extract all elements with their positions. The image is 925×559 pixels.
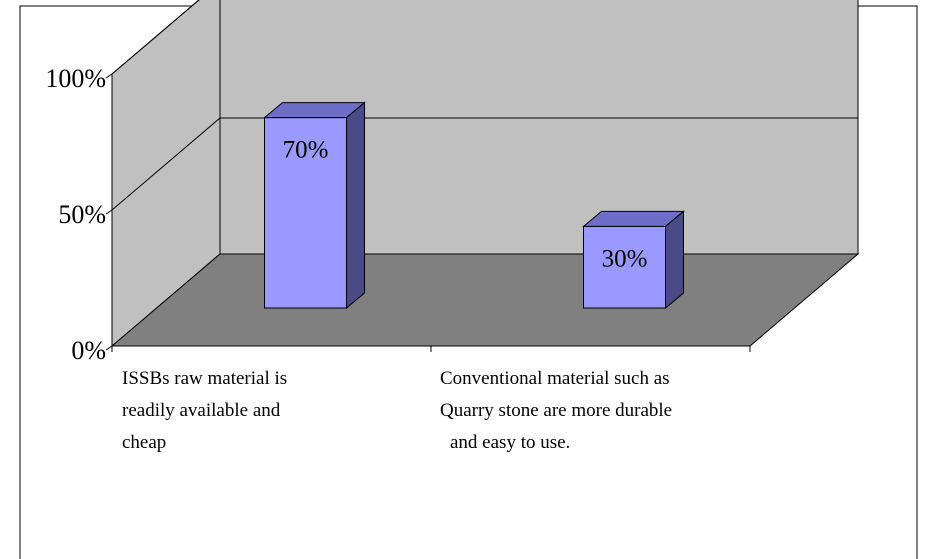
y-tick-label: 100%: [45, 64, 106, 93]
gridline-100: [111, 0, 200, 75]
bar-data-label: 30%: [602, 245, 648, 272]
bar-side: [665, 210, 684, 310]
x-category-label-line: ISSBs raw material is: [122, 368, 287, 389]
x-category-label-line: cheap: [122, 432, 166, 453]
y-tick-label: 50%: [58, 200, 106, 229]
bar-data-label: 70%: [283, 137, 329, 164]
y-tick-mark: [105, 73, 113, 79]
y-axis-ticks: 0% 50% 100%: [45, 64, 113, 365]
bar-0: 70%: [263, 101, 366, 310]
chart-walls: [110, 0, 860, 348]
y-tick-mark: [105, 345, 113, 351]
x-category-label: Conventional material such as Quarry ston…: [440, 368, 672, 453]
x-category-label: ISSBs raw material is readily available a…: [122, 368, 287, 453]
chart-bars: 70% 30%: [263, 101, 685, 310]
x-category-label-line: readily available and: [122, 400, 281, 421]
x-axis-ticks: ISSBs raw material is readily available a…: [111, 346, 751, 453]
floor: [110, 253, 860, 347]
bar-1: 30%: [582, 210, 685, 310]
bar-front: [583, 225, 666, 309]
x-category-label-line: and easy to use.: [450, 432, 570, 453]
x-category-label-line: Quarry stone are more durable: [440, 400, 672, 421]
y-tick-mark: [105, 209, 113, 215]
chart-gridlines: [111, 0, 858, 211]
gridline-50: [111, 117, 858, 211]
x-category-label-line: Conventional material such as: [440, 368, 670, 389]
y-tick-label: 0%: [71, 336, 106, 365]
bar-side: [346, 101, 365, 310]
